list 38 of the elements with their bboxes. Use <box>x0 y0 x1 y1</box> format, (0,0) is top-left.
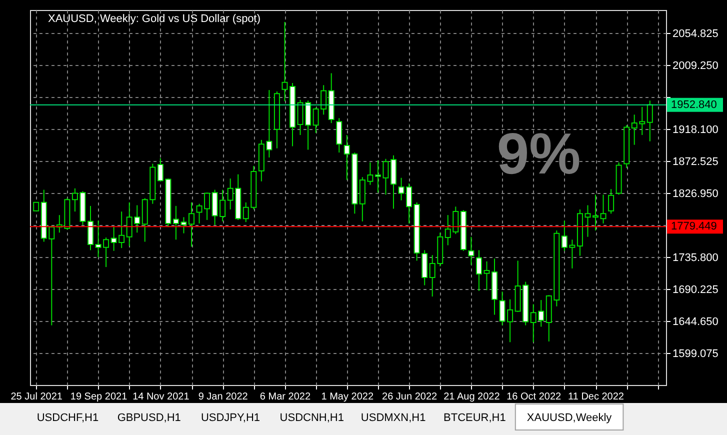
chart-title: XAUUSD, Weekly: Gold vs US Dollar (spot) <box>48 13 261 25</box>
text: BTCEUR,H1 <box>444 412 506 424</box>
y-tick-label: 1644.650 <box>672 316 718 328</box>
text: USDCHF,H1 <box>36 412 99 424</box>
y-tick-label: 1735.800 <box>672 252 718 264</box>
y-tick-label: 1690.225 <box>672 284 718 296</box>
annotation: 9% <box>496 121 581 186</box>
y-tick-label: 1599.075 <box>672 348 718 360</box>
candlestick <box>600 194 606 224</box>
x-tick-label: 25 Jul 2021 <box>10 392 63 402</box>
candlestick <box>87 205 94 251</box>
y-tick-label: 1872.525 <box>672 156 718 168</box>
x-tick-label: 6 Mar 2022 <box>260 392 311 402</box>
y-tick-label: 2009.250 <box>672 60 718 72</box>
y-tick-label: 1918.100 <box>672 124 718 136</box>
candlestick <box>608 188 614 214</box>
candlestick <box>468 236 474 266</box>
y-tick-label: 1826.950 <box>672 188 718 200</box>
candlestick <box>282 21 288 102</box>
text: GBPUSD,H1 <box>117 412 181 424</box>
text: USDCNH,H1 <box>280 412 344 424</box>
candlestick <box>646 100 653 142</box>
x-tick-label: 11 Dec 2022 <box>568 392 624 402</box>
x-tick-label: 14 Nov 2021 <box>132 392 190 402</box>
text: USDJPY,H1 <box>200 412 260 424</box>
x-tick-label: 19 Sep 2021 <box>70 392 128 402</box>
candlestick <box>188 202 194 248</box>
text: USDMXN,H1 <box>360 412 426 424</box>
x-tick-label: 9 Jan 2022 <box>198 392 248 402</box>
x-tick-label: 1 May 2022 <box>321 392 374 402</box>
x-tick-label: 26 Jun 2022 <box>382 392 438 402</box>
candlestick <box>336 118 342 154</box>
x-tick-label: 16 Oct 2022 <box>506 392 562 402</box>
y-tick-label: 2054.825 <box>672 28 718 40</box>
text: XAUUSD,Weekly <box>526 412 612 424</box>
ref-line-label: 1952.840 <box>671 98 717 111</box>
x-tick-label: 21 Aug 2022 <box>444 392 500 402</box>
ref-line-label: 1779.449 <box>671 220 717 233</box>
